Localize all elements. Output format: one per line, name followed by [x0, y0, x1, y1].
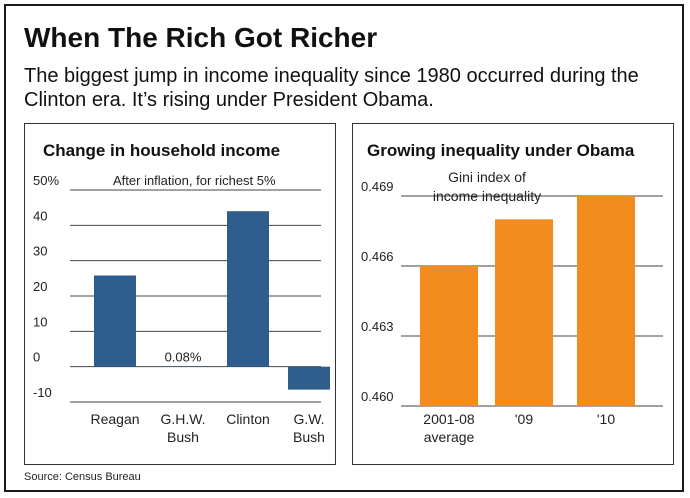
- y-tick-label: 40: [33, 208, 47, 223]
- x-category-label: 2001-08: [423, 411, 475, 427]
- gini-panel: Growing inequality under Obama 0.469 0.466…: [352, 123, 674, 465]
- x-category-label: Clinton: [226, 411, 270, 427]
- bar: [420, 266, 478, 406]
- y-tick-label: 50%: [33, 173, 59, 188]
- x-category-label: G.H.W.: [160, 411, 205, 427]
- x-category-label: Bush: [293, 429, 325, 445]
- x-category-label: Bush: [167, 429, 199, 445]
- bar: [227, 211, 269, 367]
- chart-annotation: income inequality: [433, 188, 541, 204]
- figure-title: When The Rich Got Richer: [24, 22, 378, 53]
- chart-annotation: After inflation, for richest 5%: [113, 173, 276, 188]
- figure-subtitle: The biggest jump in income inequality si…: [24, 65, 639, 111]
- y-tick-label: 20: [33, 279, 47, 294]
- gini-chart: Growing inequality under Obama 0.469 0.466…: [361, 141, 663, 445]
- bar: [577, 196, 635, 406]
- bar: [288, 366, 330, 390]
- y-tick-label: 10: [33, 314, 47, 329]
- x-category-label: average: [424, 429, 475, 445]
- x-category-label: G.W.: [293, 411, 324, 427]
- y-tick-label: 0.463: [361, 319, 394, 334]
- income-change-panel: Change in household income 50% 40 30 20 10 0 -1…: [24, 123, 336, 465]
- chart-title: Growing inequality under Obama: [367, 141, 635, 160]
- y-tick-label: 0.460: [361, 389, 394, 404]
- bar: [94, 275, 136, 367]
- y-tick-label: 30: [33, 244, 47, 259]
- x-category-label: '10: [597, 411, 615, 427]
- y-tick-label: 0.469: [361, 179, 394, 194]
- y-tick-label: -10: [33, 385, 52, 400]
- x-category-label: '09: [515, 411, 533, 427]
- income-change-chart: Change in household income 50% 40 30 20 10 0 -1…: [33, 141, 330, 445]
- source-note: Source: Census Bureau: [24, 471, 141, 483]
- bar: [162, 366, 204, 367]
- x-category-label: Reagan: [90, 411, 139, 427]
- bar-value-label: 0.08%: [165, 350, 202, 365]
- chart-title: Change in household income: [43, 141, 280, 160]
- chart-annotation: Gini index of: [448, 169, 526, 185]
- y-tick-label: 0: [33, 350, 40, 365]
- figure-frame: When The Rich Got Richer The biggest jum…: [4, 4, 684, 492]
- y-tick-label: 0.466: [361, 249, 394, 264]
- bar: [495, 219, 553, 406]
